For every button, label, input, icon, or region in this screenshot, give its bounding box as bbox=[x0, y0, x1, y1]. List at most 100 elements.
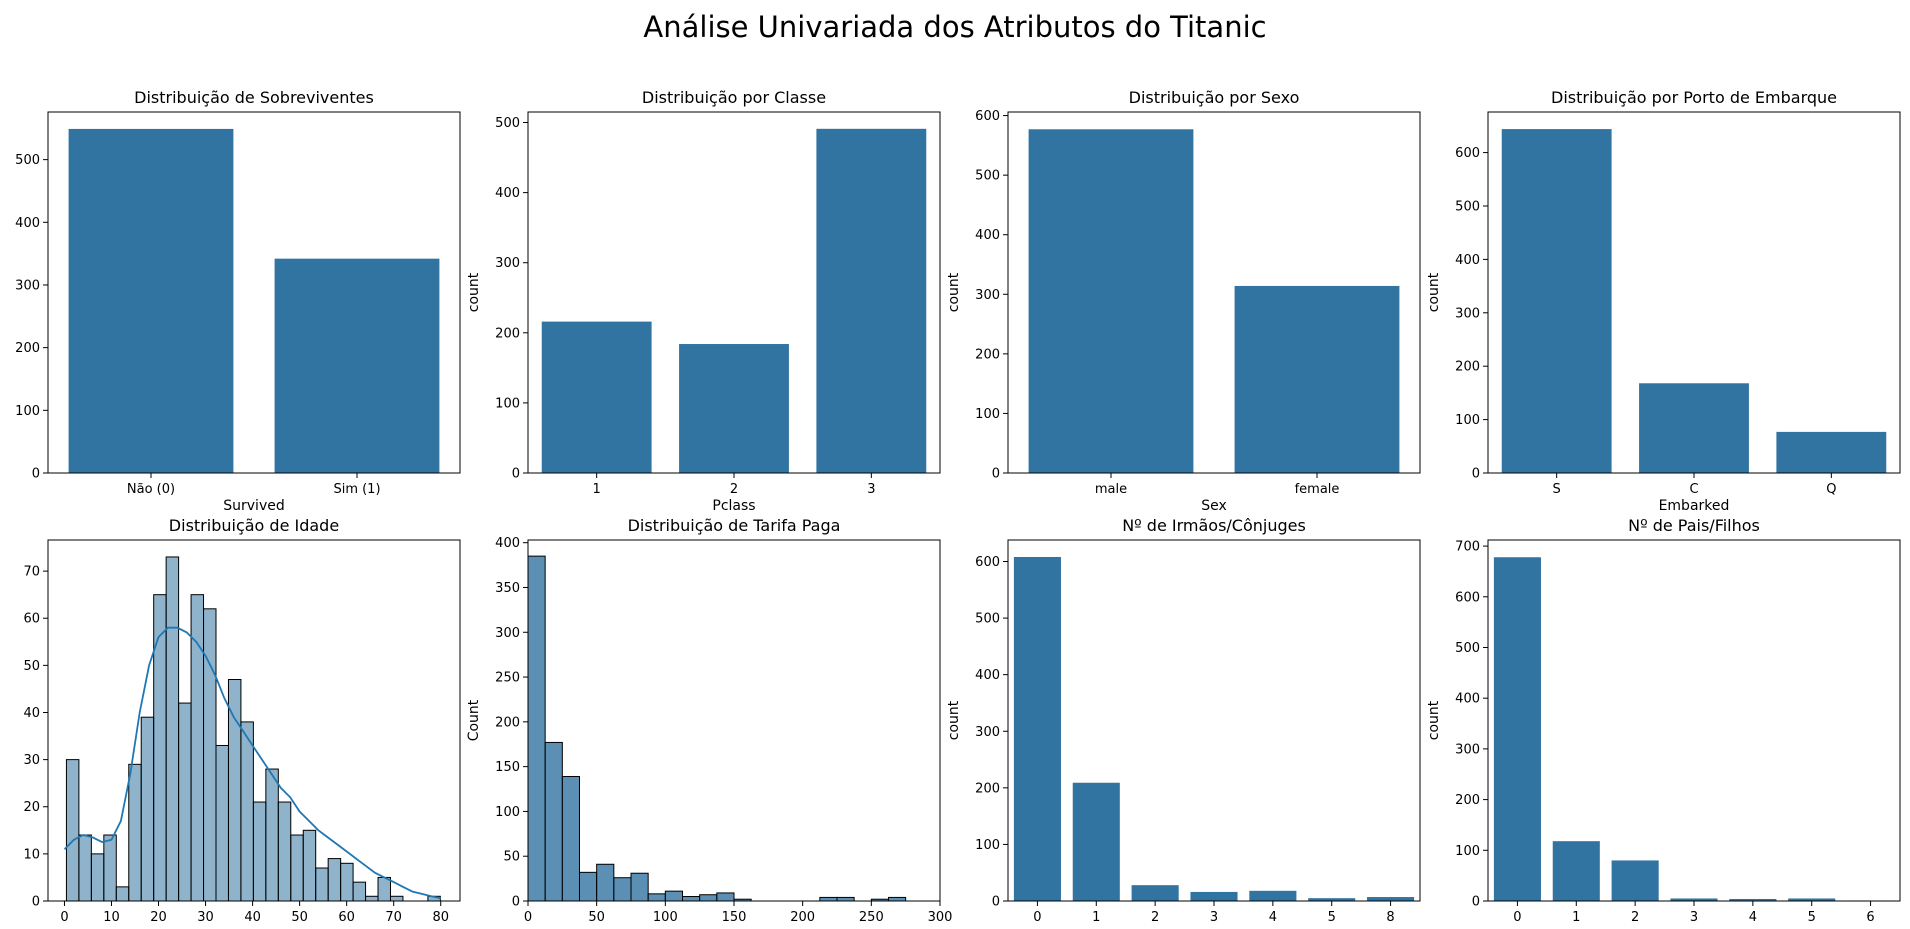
bar bbox=[1234, 285, 1400, 473]
histogram-bar bbox=[265, 768, 279, 902]
bar bbox=[1190, 891, 1238, 901]
subplot-title: Nº de Pais/Filhos bbox=[1628, 516, 1760, 535]
histogram-bar bbox=[103, 834, 117, 902]
subplot-title: Distribuição de Idade bbox=[169, 516, 339, 535]
bar bbox=[1670, 898, 1718, 901]
histogram-bar bbox=[78, 834, 92, 902]
bar bbox=[1776, 431, 1887, 473]
subplot-1: Distribuição de Sobreviventes 0 100 200 300 4… bbox=[0, 88, 461, 514]
bar bbox=[1028, 129, 1194, 473]
bar bbox=[1072, 782, 1120, 901]
subplot-title: Distribuição por Classe bbox=[642, 88, 826, 107]
histogram-bar bbox=[716, 892, 735, 902]
axes-frame bbox=[527, 111, 941, 474]
x-tick-label: Não (0) bbox=[127, 482, 175, 497]
subplot-title: Nº de Irmãos/Cônjuges bbox=[1122, 516, 1306, 535]
subplot-3: Distribuição por Sexo 0 100 200 300 400 500 600… bbox=[946, 88, 1421, 514]
y-tick-label: 600 bbox=[1455, 590, 1480, 605]
y-tick-label: 200 bbox=[975, 781, 1000, 796]
x-tick-label: 0 bbox=[1513, 910, 1521, 925]
x-tick-label: 300 bbox=[928, 910, 953, 925]
y-tick-label: 400 bbox=[1455, 253, 1480, 268]
bar bbox=[816, 128, 927, 473]
x-tick-label: 4 bbox=[1269, 910, 1277, 925]
y-tick-label: 100 bbox=[495, 396, 520, 411]
axes-frame bbox=[1007, 539, 1421, 902]
histogram-bar bbox=[203, 608, 217, 902]
y-tick-label: 500 bbox=[975, 169, 1000, 184]
histogram-bar bbox=[165, 556, 180, 902]
y-tick-label: 0 bbox=[1472, 895, 1480, 910]
y-axis-label: count bbox=[0, 272, 2, 312]
y-tick-label: 0 bbox=[992, 895, 1000, 910]
x-tick-label: 4 bbox=[1749, 910, 1757, 925]
x-tick-label: 5 bbox=[1808, 910, 1816, 925]
axes-frame bbox=[1487, 111, 1901, 474]
y-tick-label: 400 bbox=[975, 668, 1000, 683]
x-tick-label: 1 bbox=[1572, 910, 1580, 925]
histogram-bar bbox=[836, 896, 855, 902]
y-tick-label: 200 bbox=[495, 326, 520, 341]
histogram-bar bbox=[561, 775, 580, 902]
x-tick-label: 10 bbox=[103, 910, 120, 925]
kde-curve bbox=[63, 626, 441, 900]
x-tick-label: 50 bbox=[588, 910, 605, 925]
x-tick-label: S bbox=[1553, 482, 1561, 497]
bar bbox=[1788, 898, 1836, 901]
histogram-bar bbox=[352, 881, 367, 902]
x-tick-label: 1 bbox=[593, 482, 601, 497]
y-axis-label: Count bbox=[466, 699, 482, 741]
x-axis-label: Embarked bbox=[1659, 498, 1730, 514]
y-tick-label: 100 bbox=[975, 838, 1000, 853]
x-tick-label: 2 bbox=[730, 482, 738, 497]
x-tick-label: 2 bbox=[1631, 910, 1639, 925]
x-tick-label: 40 bbox=[244, 910, 261, 925]
y-tick-label: 250 bbox=[495, 671, 520, 686]
y-tick-label: 300 bbox=[1455, 306, 1480, 321]
histogram-bar bbox=[647, 893, 666, 902]
histogram-bar bbox=[315, 867, 329, 902]
subplot-4: Distribuição por Porto de Embarque 0 100 20… bbox=[1426, 88, 1901, 514]
y-tick-label: 100 bbox=[1455, 844, 1480, 859]
x-tick-label: female bbox=[1295, 482, 1340, 497]
x-tick-label: 3 bbox=[1690, 910, 1698, 925]
y-tick-label: 400 bbox=[495, 536, 520, 551]
y-axis-label: count bbox=[946, 272, 962, 312]
subplot-title: Distribuição por Sexo bbox=[1129, 88, 1300, 107]
bar bbox=[679, 344, 789, 473]
histogram-bar bbox=[327, 858, 342, 902]
histogram-bar bbox=[252, 801, 267, 902]
bar bbox=[1013, 556, 1061, 901]
histogram-bar bbox=[365, 895, 379, 902]
histogram-bar bbox=[190, 594, 205, 902]
y-tick-label: 200 bbox=[15, 341, 40, 356]
y-tick-label: 50 bbox=[23, 659, 40, 674]
y-tick-label: 50 bbox=[503, 850, 520, 865]
y-tick-label: 200 bbox=[495, 715, 520, 730]
y-tick-label: 60 bbox=[23, 612, 40, 627]
subplot-title: Distribuição de Tarifa Paga bbox=[628, 516, 841, 535]
y-tick-label: 20 bbox=[23, 800, 40, 815]
histogram-bar bbox=[115, 886, 130, 902]
histogram-bar bbox=[596, 863, 615, 902]
axes-frame bbox=[527, 539, 941, 902]
subplot-title: Distribuição por Porto de Embarque bbox=[1551, 88, 1837, 107]
x-tick-label: 6 bbox=[1866, 910, 1874, 925]
histogram-bar bbox=[699, 894, 718, 902]
y-tick-label: 300 bbox=[15, 278, 40, 293]
bar bbox=[1501, 129, 1612, 474]
y-axis-label: count bbox=[466, 272, 482, 312]
x-tick-label: male bbox=[1095, 482, 1127, 497]
bar bbox=[1552, 841, 1600, 901]
x-tick-label: 30 bbox=[197, 910, 214, 925]
histogram-bar bbox=[65, 759, 80, 902]
histogram-bar bbox=[178, 702, 192, 902]
x-tick-label: 80 bbox=[432, 910, 449, 925]
x-tick-label: 70 bbox=[385, 910, 402, 925]
bar bbox=[1493, 557, 1541, 901]
x-tick-label: 150 bbox=[722, 910, 747, 925]
y-tick-label: 150 bbox=[495, 760, 520, 775]
x-tick-label: 0 bbox=[60, 910, 68, 925]
histogram-bar bbox=[302, 829, 317, 902]
histogram-bar bbox=[630, 872, 649, 902]
